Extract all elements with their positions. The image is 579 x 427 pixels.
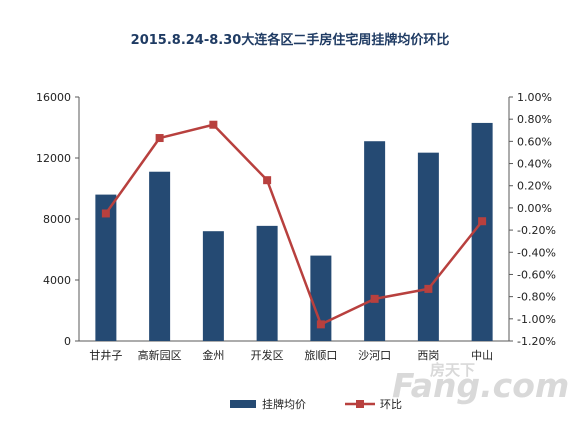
right-tick-label: 0.20%	[517, 180, 552, 193]
right-tick-label: 0.60%	[517, 135, 552, 148]
category-label: 西岗	[417, 349, 439, 362]
bar-2	[149, 171, 171, 341]
watermark: Fang.com 房天下	[392, 361, 569, 405]
left-tick-label: 16000	[36, 91, 71, 104]
category-label: 开发区	[251, 348, 284, 362]
bar-1	[95, 194, 117, 341]
right-tick-label: 1.00%	[517, 91, 552, 104]
line-point-6	[370, 294, 379, 303]
category-label: 甘井子	[89, 348, 122, 362]
line-point-4	[263, 176, 272, 185]
line-point-2	[155, 134, 164, 143]
bar-3	[202, 231, 224, 341]
line-point-3	[209, 120, 218, 129]
right-tick-label: -0.40%	[517, 246, 556, 259]
right-tick-label: -1.00%	[517, 313, 556, 326]
chart-title: 2015.8.24-8.30大连各区二手房住宅周挂牌均价环比	[131, 32, 450, 48]
watermark-fang: Fang.com	[392, 366, 569, 405]
legend: 挂牌均价 环比	[230, 397, 402, 411]
legend-swatch-bar	[230, 400, 256, 408]
bar-6	[364, 141, 386, 341]
category-label: 高新园区	[138, 348, 182, 362]
right-tick-label: -0.20%	[517, 224, 556, 237]
watermark-cn: 房天下	[430, 361, 475, 379]
left-axis: 0 4000 8000 12000 16000	[36, 91, 80, 348]
legend-label-line: 环比	[380, 398, 402, 411]
line-point-7	[424, 284, 433, 293]
category-label: 沙河口	[358, 349, 391, 362]
legend-swatch-marker	[356, 400, 364, 408]
line-path	[104, 123, 484, 326]
right-tick-label: -0.60%	[517, 268, 556, 281]
line-series	[101, 120, 487, 329]
line-point-8	[478, 217, 487, 226]
right-tick-label: 0.40%	[517, 158, 552, 171]
bar-4	[256, 225, 278, 341]
bar-8	[471, 122, 493, 341]
bar-5	[310, 255, 332, 341]
category-label: 金州	[202, 348, 224, 362]
line-point-1	[101, 209, 110, 218]
legend-label-bar: 挂牌均价	[262, 397, 306, 411]
right-axis: 1.00% 0.80% 0.60% 0.40% 0.20% 0.00% -0.20% -0.4…	[508, 91, 556, 348]
bar-series	[95, 122, 493, 341]
category-label: 旅顺口	[304, 348, 337, 362]
left-tick-label: 0	[64, 335, 71, 348]
right-tick-label: 0.00%	[517, 202, 552, 215]
right-tick-label: -1.20%	[517, 335, 556, 348]
line-point-5	[316, 320, 325, 329]
category-label: 中山	[471, 349, 493, 362]
bar-7	[417, 152, 439, 341]
right-tick-label: 0.80%	[517, 113, 552, 126]
category-labels: 甘井子 高新园区 金州 开发区 旅顺口 沙河口 西岗 中山	[89, 348, 493, 362]
left-tick-label: 12000	[36, 152, 71, 165]
right-tick-label: -0.80%	[517, 291, 556, 304]
left-tick-label: 4000	[43, 274, 71, 287]
left-tick-label: 8000	[43, 213, 71, 226]
